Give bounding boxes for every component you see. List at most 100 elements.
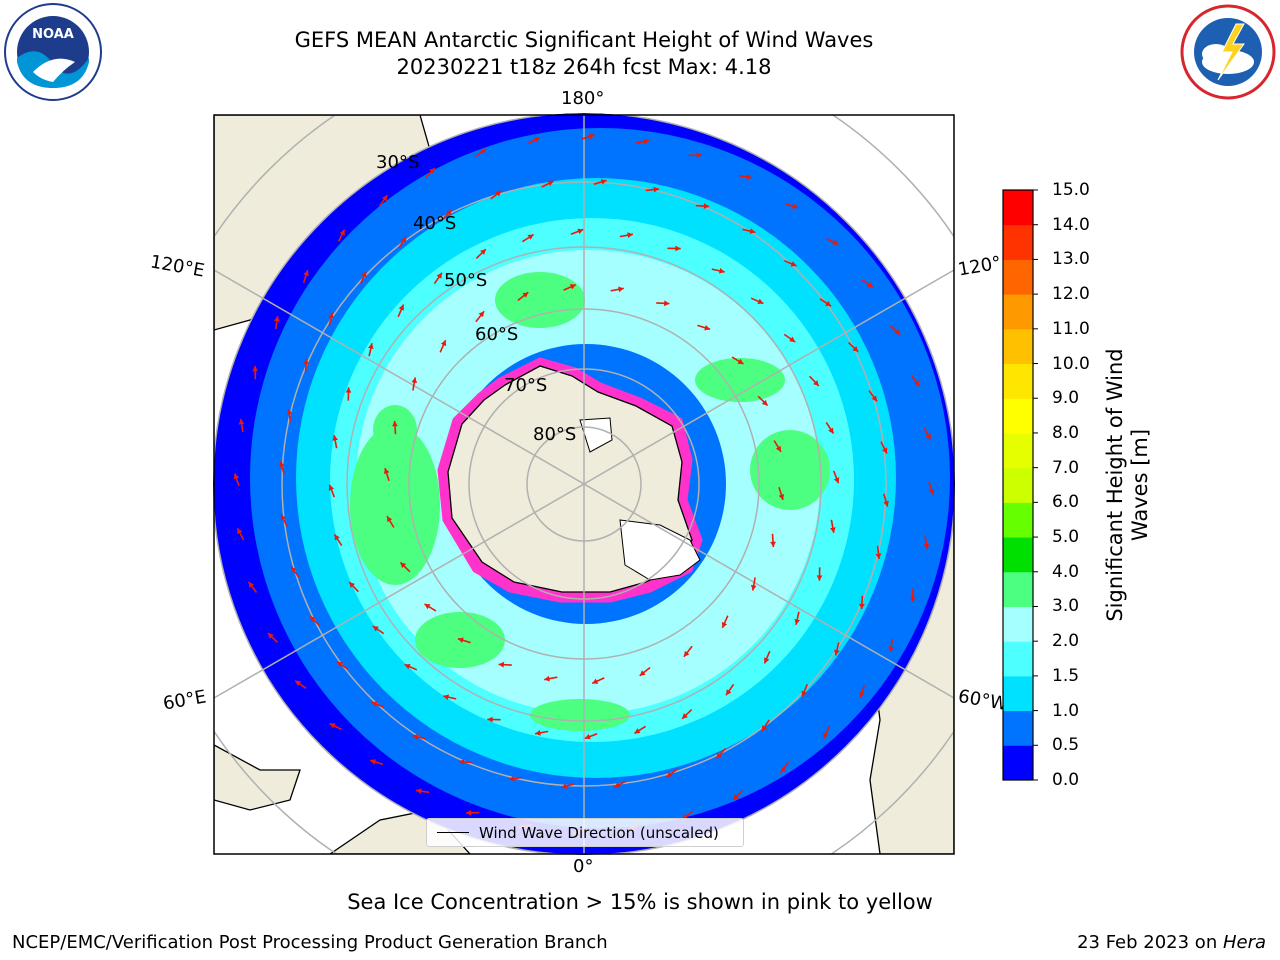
wind-arrow-head (457, 637, 464, 643)
wind-arrow-head (370, 759, 376, 765)
colorbar-segment (1003, 641, 1033, 677)
wind-arrow-head (894, 329, 900, 335)
wind-arrow-head (825, 300, 832, 307)
wind-arrow-head (279, 461, 285, 468)
wind-arrow-head (487, 716, 493, 723)
chart-title: GEFS MEAN Antarctic Significant Height o… (294, 28, 874, 52)
colorbar-segment (1003, 606, 1033, 642)
wind-arrow-head (544, 675, 550, 682)
wind-arrow-head (387, 516, 393, 523)
wind-arrow-head (928, 488, 935, 495)
wind-arrow-head (750, 584, 757, 591)
africa-land (214, 744, 301, 811)
wind-arrow-head (834, 649, 840, 656)
wind-arrow-head (816, 575, 823, 581)
colorbar-segment (1003, 675, 1033, 712)
wind-arrow-head (643, 138, 650, 145)
colorbar (1002, 189, 1038, 781)
colorbar-tick-label: 11.0 (1052, 318, 1090, 339)
colorbar-segment (1003, 294, 1033, 330)
wind-arrow-head (866, 281, 873, 288)
wind-arrow-head (332, 435, 338, 441)
graticule (214, 115, 954, 854)
wind-arrow-head (666, 771, 673, 777)
wind-arrow-head (914, 380, 920, 387)
wind-arrow-head (733, 794, 739, 800)
wind-arrow-head (295, 680, 302, 687)
colorbar-segment (1003, 224, 1033, 260)
wind-arrow-head (749, 228, 756, 234)
wind-arrow-head (794, 619, 800, 625)
wind-arrow-head (303, 270, 309, 276)
wind-arrow-head (682, 713, 688, 719)
wind-arrow-head (371, 701, 378, 707)
legend-label: Wind Wave Direction (unscaled) (479, 823, 719, 842)
colorbar-label: Significant Height of Wind Waves [m] (1103, 348, 1152, 622)
wind-arrow-head (458, 759, 465, 765)
antarctica (437, 357, 703, 603)
colorbar-tick-label: 0.5 (1052, 735, 1080, 756)
lat-label-40s: 40°S (413, 213, 457, 234)
wind-arrow-head (252, 366, 258, 372)
wind-arrow-head (761, 725, 768, 732)
wind-arrow-head (888, 646, 894, 652)
map-legend: Wind Wave Direction (unscaled) (426, 818, 744, 847)
wind-arrow-head (775, 445, 781, 452)
wind-arrow-head (522, 292, 529, 298)
wind-arrow-head (910, 596, 916, 602)
colorbar-segment (1003, 398, 1033, 434)
wind-arrow-head (274, 316, 280, 322)
colorbar-segment (1003, 432, 1033, 469)
sea-ice-note: Sea Ice Concentration > 15% is shown in … (347, 890, 933, 914)
wind-arrow-head (446, 209, 452, 216)
colorbar-tick-label: 15.0 (1052, 180, 1090, 200)
wind-arrow-head (280, 514, 286, 521)
colorbar-tick-label: 8.0 (1052, 422, 1080, 443)
wind-arrow-head (368, 343, 374, 349)
colorbar-tick-label: 1.5 (1052, 665, 1080, 686)
wind-arrow-head (792, 203, 798, 209)
lat-label-50s: 50°S (444, 270, 488, 291)
wind-arrow-head (790, 261, 797, 267)
wind-arrow-head (577, 228, 584, 235)
wind-arrow-head (381, 195, 388, 202)
colorbar-segment (1003, 571, 1033, 607)
lon-label-180: 180° (561, 88, 605, 109)
wind-arrow-head (329, 723, 336, 729)
wind-arrow-head (653, 186, 659, 193)
colorbar-tick-label: 3.0 (1052, 596, 1080, 617)
lon-label-0: 0° (573, 856, 594, 877)
wind-arrow-head (286, 409, 293, 415)
colorbar-segment (1003, 328, 1033, 365)
wind-arrow-head (675, 245, 681, 252)
wind-arrow-head (309, 616, 316, 622)
wind-arrow-head (764, 657, 770, 664)
colorbar-segment (1003, 502, 1033, 538)
wind-arrow-head (533, 137, 540, 143)
wind-arrow-head (328, 484, 335, 491)
date-prefix: 23 Feb 2023 on (1077, 932, 1223, 953)
date-line: 23 Feb 2023 on Hera (1077, 932, 1266, 953)
wind-arrow-head (828, 427, 834, 434)
wind-arrow-head (383, 468, 390, 474)
wind-arrow-head (789, 336, 796, 342)
wind-arrow-head (412, 734, 419, 740)
wind-arrow-head (527, 234, 534, 240)
wind-arrow-head (569, 284, 576, 290)
wind-arrow-head (832, 239, 839, 245)
wind-arrow-head (392, 420, 398, 427)
wind-arrow-head (480, 249, 486, 255)
wind-arrow-head (361, 271, 367, 278)
legend-line-swatch (437, 832, 469, 833)
wind-arrow-head (303, 358, 309, 365)
wind-arrow-head (400, 236, 407, 243)
wind-arrow-head (592, 678, 599, 684)
wind-arrow-head (823, 732, 829, 739)
wind-arrow-head (547, 180, 554, 186)
wind-arrow-head (237, 528, 243, 535)
wind-arrow-head (859, 603, 865, 610)
wind-arrow-head (495, 191, 502, 197)
chart-subtitle: 20230221 t18z 264h fcst Max: 4.18 (396, 55, 772, 79)
colorbar-segment (1003, 745, 1033, 781)
